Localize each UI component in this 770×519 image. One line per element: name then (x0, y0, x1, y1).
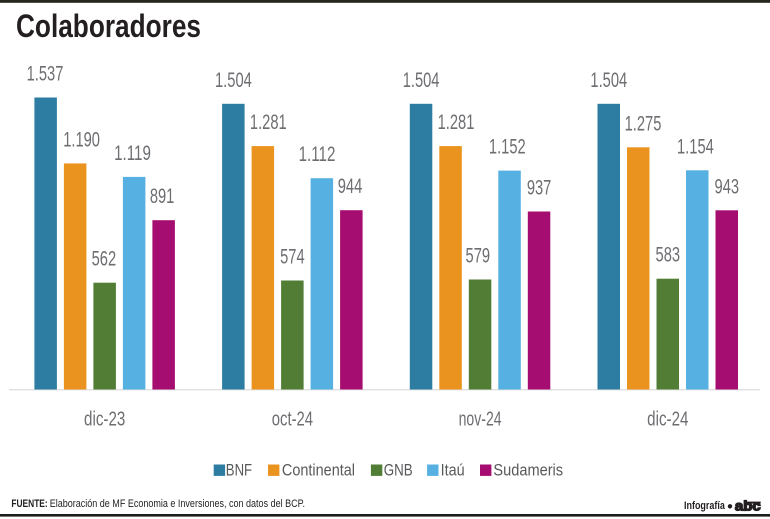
svg-text:1.112: 1.112 (299, 141, 336, 166)
svg-text:Colaboradores: Colaboradores (16, 8, 201, 44)
svg-text:Continental: Continental (282, 461, 355, 479)
svg-text:nov-24: nov-24 (459, 407, 502, 430)
svg-text:1.154: 1.154 (677, 133, 714, 158)
svg-text:944: 944 (338, 173, 363, 198)
svg-text:583: 583 (656, 242, 681, 267)
svg-text:1.152: 1.152 (489, 134, 526, 159)
svg-text:abc: abc (735, 499, 761, 514)
svg-text:562: 562 (92, 246, 117, 271)
svg-text:dic-24: dic-24 (647, 407, 688, 430)
svg-text:574: 574 (280, 244, 305, 269)
svg-text:oct-24: oct-24 (272, 407, 313, 430)
svg-text:FUENTE:: FUENTE: (11, 498, 47, 510)
svg-text:Itaú: Itaú (441, 461, 465, 479)
svg-text:1.504: 1.504 (590, 67, 627, 92)
svg-text:1.281: 1.281 (438, 109, 475, 134)
svg-text:dic-23: dic-23 (84, 407, 125, 430)
svg-text:1.281: 1.281 (250, 109, 287, 134)
svg-text:891: 891 (150, 183, 175, 208)
svg-text:1.190: 1.190 (63, 126, 100, 151)
svg-text:BNF: BNF (226, 461, 252, 479)
svg-text:1.504: 1.504 (215, 67, 252, 92)
svg-text:579: 579 (466, 243, 491, 268)
svg-text:1.119: 1.119 (114, 140, 151, 165)
svg-text:1.537: 1.537 (27, 61, 64, 86)
svg-text:1.504: 1.504 (403, 67, 440, 92)
svg-text:Elaboración de MF Economia e I: Elaboración de MF Economia e Inversiones… (50, 498, 305, 510)
svg-text:GNB: GNB (384, 461, 413, 479)
svg-text:Sudameris: Sudameris (493, 461, 563, 479)
svg-text:937: 937 (527, 175, 552, 200)
svg-text:Infografía: Infografía (684, 500, 725, 512)
svg-text:1.275: 1.275 (625, 110, 662, 135)
svg-text:943: 943 (715, 173, 740, 198)
